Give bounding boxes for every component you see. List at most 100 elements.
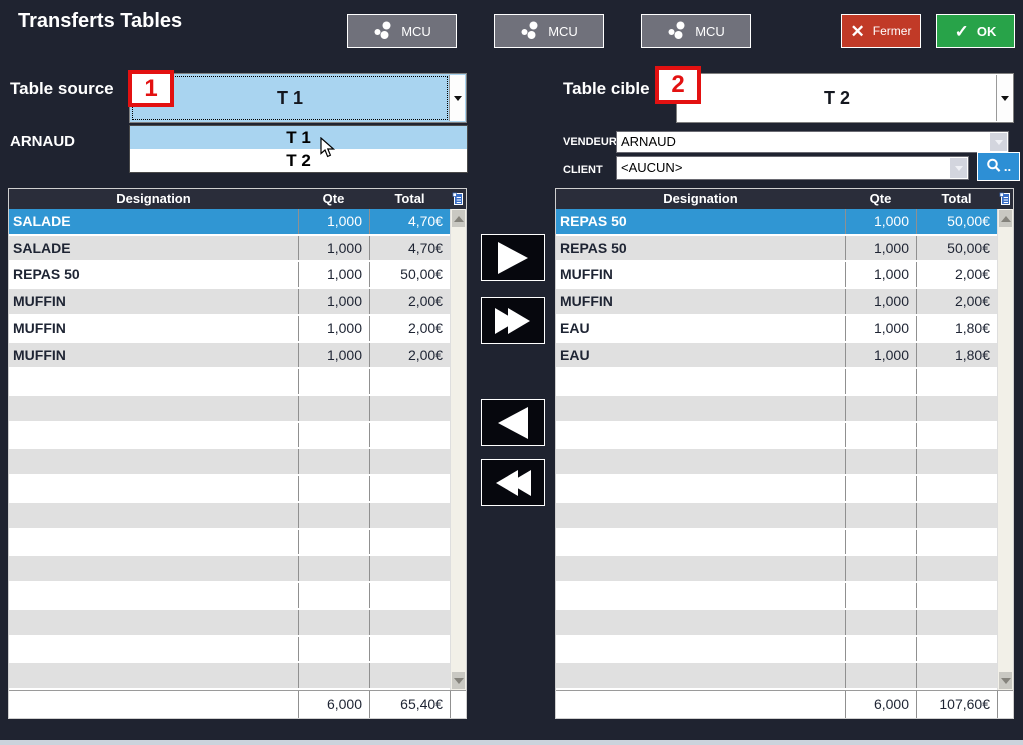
cell-total: 4,70€ [369, 209, 450, 234]
cell-designation [9, 503, 298, 528]
cell-designation: MUFFIN [13, 293, 66, 310]
table-row[interactable]: MUFFIN 1,000 2,00€ [9, 289, 450, 316]
cell-total: 4,70€ [369, 235, 450, 261]
dots-cluster-icon [373, 20, 393, 43]
cell-designation [9, 530, 298, 555]
table-row[interactable]: EAU 1,000 1,80€ [556, 342, 997, 370]
col-header-total[interactable]: Total [941, 191, 972, 206]
mcu-button-3[interactable]: MCU [641, 14, 751, 48]
check-icon: ✓ [954, 21, 969, 41]
transfer-left-button[interactable] [481, 399, 545, 446]
ok-button[interactable]: ✓ OK [936, 14, 1015, 48]
dropdown-option-t1[interactable]: T 1 [130, 126, 467, 149]
table-row-empty [9, 476, 450, 503]
table-row-empty [556, 449, 997, 477]
cell-total [916, 369, 997, 395]
cell-qte [298, 636, 369, 662]
table-row[interactable]: REPAS 50 1,000 50,00€ [9, 262, 450, 290]
col-header-total[interactable]: Total [394, 191, 425, 206]
table-row[interactable]: EAU 1,000 1,80€ [556, 315, 997, 343]
cell-qte [845, 636, 916, 662]
cell-total [916, 396, 997, 421]
cell-qte [298, 529, 369, 555]
table-row[interactable]: MUFFIN 1,000 2,00€ [9, 342, 450, 370]
chevron-down-icon [453, 95, 462, 101]
cell-designation [9, 449, 298, 474]
cell-qte: 1,000 [845, 262, 916, 288]
vertical-scrollbar[interactable] [450, 209, 466, 690]
table-row-empty [556, 583, 997, 610]
cell-qte [845, 369, 916, 395]
col-header-designation[interactable]: Designation [663, 191, 738, 206]
dropdown-button[interactable] [449, 75, 465, 121]
vendeur-field[interactable]: ARNAUD [616, 131, 1009, 153]
scroll-up-button[interactable] [999, 210, 1012, 227]
dropdown-button[interactable] [950, 158, 967, 178]
step-1-badge: 1 [128, 70, 174, 107]
table-row[interactable]: REPAS 50 1,000 50,00€ [556, 209, 997, 236]
transfer-right-button[interactable] [481, 234, 545, 281]
mcu-button-2[interactable]: MCU [494, 14, 604, 48]
grid-settings-icon[interactable] [999, 192, 1011, 209]
cell-total [369, 396, 450, 421]
cell-total [916, 663, 997, 688]
total-qte: 6,000 [845, 691, 916, 718]
col-header-designation[interactable]: Designation [116, 191, 191, 206]
cell-designation [556, 530, 845, 555]
scroll-down-button[interactable] [999, 672, 1012, 689]
scroll-down-button[interactable] [452, 672, 465, 689]
cell-designation [9, 637, 298, 662]
table-row-empty [556, 396, 997, 423]
table-row[interactable]: MUFFIN 1,000 2,00€ [556, 262, 997, 290]
client-search-button[interactable]: .. [977, 152, 1020, 181]
client-field[interactable]: <AUCUN> [616, 156, 969, 180]
cell-qte [298, 396, 369, 421]
dropdown-button[interactable] [996, 75, 1012, 121]
cell-total [369, 583, 450, 608]
target-table-body: REPAS 50 1,000 50,00€ REPAS 50 1,000 50,00€ MU… [556, 209, 997, 690]
table-row[interactable]: REPAS 50 1,000 50,00€ [556, 235, 997, 263]
table-header: Designation Qte Total [9, 189, 466, 209]
grid-settings-icon[interactable] [452, 192, 464, 209]
cell-designation [556, 556, 845, 581]
cell-qte: 1,000 [845, 235, 916, 261]
table-row[interactable]: SALADE 1,000 4,70€ [9, 209, 450, 236]
cell-designation [556, 423, 845, 448]
table-source-select[interactable]: T 1 [129, 73, 467, 123]
cell-designation [9, 369, 298, 394]
mouse-cursor [320, 136, 337, 164]
scroll-up-button[interactable] [452, 210, 465, 227]
cell-designation [556, 663, 845, 688]
mcu-button-label: MCU [695, 23, 725, 39]
fermer-button[interactable]: ✕ Fermer [841, 14, 921, 48]
table-row[interactable]: SALADE 1,000 4,70€ [9, 235, 450, 263]
cell-total [916, 636, 997, 662]
cell-designation [9, 396, 298, 421]
mcu-button-1[interactable]: MCU [347, 14, 457, 48]
transfer-all-left-button[interactable] [481, 459, 545, 506]
table-row-empty [9, 502, 450, 530]
cell-qte: 1,000 [845, 315, 916, 341]
table-cible-label: Table cible [563, 79, 650, 98]
vertical-scrollbar[interactable] [997, 209, 1013, 690]
cell-designation: REPAS 50 [560, 213, 627, 229]
col-header-qte[interactable]: Qte [869, 191, 892, 206]
transfer-all-right-button[interactable] [481, 297, 545, 344]
table-row[interactable]: MUFFIN 1,000 2,00€ [9, 315, 450, 343]
dropdown-option-t2[interactable]: T 2 [286, 151, 311, 170]
totals-spacer [556, 691, 845, 718]
col-header-qte[interactable]: Qte [322, 191, 345, 206]
cell-qte [298, 609, 369, 635]
table-cible-select[interactable]: T 2 [676, 73, 1014, 123]
cell-qte: 1,000 [298, 262, 369, 288]
target-totals-row: 6,000 107,60€ [556, 690, 1013, 718]
cell-total: 50,00€ [916, 235, 997, 261]
cell-qte: 1,000 [298, 209, 369, 234]
cell-designation [9, 423, 298, 448]
cell-total: 2,00€ [916, 289, 997, 314]
table-row[interactable]: MUFFIN 1,000 2,00€ [556, 289, 997, 316]
cell-qte [845, 556, 916, 582]
triangle-down-icon [453, 677, 464, 684]
source-table-body: SALADE 1,000 4,70€ SALADE 1,000 4,70€ REPAS 50… [9, 209, 450, 690]
total-amount: 65,40€ [369, 691, 450, 718]
